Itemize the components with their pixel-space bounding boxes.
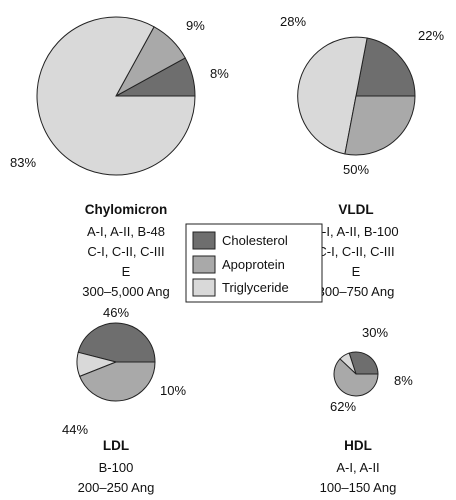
- slice-vldl-apoprotein: [344, 95, 416, 156]
- pie-ldl-slices: [76, 322, 156, 402]
- chylomicron-title: Chylomicron: [85, 202, 168, 217]
- label-chylomicron-triglyceride: 83%: [10, 155, 36, 170]
- hdl-subtitle-2: 100–150 Ang: [320, 480, 397, 495]
- vldl-subtitle-3: E: [352, 264, 361, 279]
- ldl-title: LDL: [103, 438, 129, 453]
- label-vldl-apoprotein: 28%: [280, 14, 306, 29]
- legend-swatch-apoprotein: [192, 255, 216, 274]
- label-chylomicron-cholesterol: 8%: [210, 66, 229, 81]
- pie-chylomicron-slices: [36, 16, 196, 176]
- chylomicron-subtitle-4: 300–5,000 Ang: [82, 284, 169, 299]
- label-vldl-triglyceride: 50%: [343, 162, 369, 177]
- hdl-subtitle-1: A-I, A-II: [336, 460, 379, 475]
- legend-label-apoprotein: Apoprotein: [222, 257, 285, 272]
- pie-chylomicron: 9% 8% 83% Chylomicron A-I, A-II, B-48 C-…: [10, 16, 229, 299]
- legend-swatch-cholesterol: [192, 231, 216, 250]
- ldl-subtitle-2: 200–250 Ang: [78, 480, 155, 495]
- slice-ldl-apoprotein: [79, 361, 156, 402]
- chylomicron-subtitle-2: C-I, C-II, C-III: [87, 244, 164, 259]
- pie-vldl: 28% 22% 50% VLDL A-I, A-II, B-100 C-I, C…: [280, 14, 444, 299]
- label-chylomicron-apoprotein: 9%: [186, 18, 205, 33]
- label-ldl-cholesterol: 46%: [103, 305, 129, 320]
- legend-label-cholesterol: Cholesterol: [222, 233, 288, 248]
- label-hdl-apoprotein: 62%: [330, 399, 356, 414]
- vldl-subtitle-4: 300–750 Ang: [318, 284, 395, 299]
- pie-hdl-slices: [333, 351, 379, 397]
- slice-hdl-cholesterol: [348, 351, 379, 375]
- pie-vldl-slices: [297, 36, 416, 156]
- label-hdl-cholesterol: 30%: [362, 325, 388, 340]
- label-vldl-cholesterol: 22%: [418, 28, 444, 43]
- slice-ldl-cholesterol: [77, 322, 156, 363]
- slice-vldl-triglyceride: [297, 36, 368, 155]
- pie-hdl: 30% 8% 62% HDL A-I, A-II 100–150 Ang: [320, 325, 414, 495]
- ldl-subtitle-1: B-100: [99, 460, 134, 475]
- label-ldl-triglyceride: 10%: [160, 383, 186, 398]
- vldl-subtitle-1: A-I, A-II, B-100: [313, 224, 398, 239]
- slice-vldl-cholesterol: [355, 37, 416, 97]
- label-ldl-apoprotein: 44%: [62, 422, 88, 437]
- slice-chylomicron-triglyceride: [36, 16, 196, 176]
- pie-ldl: 46% 10% 44% LDL B-100 200–250 Ang: [62, 305, 186, 495]
- legend-swatch-triglyceride: [192, 278, 216, 297]
- legend: Cholesterol Apoprotein Triglyceride: [185, 223, 323, 303]
- legend-label-triglyceride: Triglyceride: [222, 280, 289, 295]
- chylomicron-subtitle-3: E: [122, 264, 131, 279]
- chylomicron-subtitle-1: A-I, A-II, B-48: [87, 224, 165, 239]
- label-hdl-triglyceride: 8%: [394, 373, 413, 388]
- vldl-subtitle-2: C-I, C-II, C-III: [317, 244, 394, 259]
- vldl-title: VLDL: [338, 202, 373, 217]
- hdl-title: HDL: [344, 438, 372, 453]
- slice-hdl-apoprotein: [333, 358, 379, 397]
